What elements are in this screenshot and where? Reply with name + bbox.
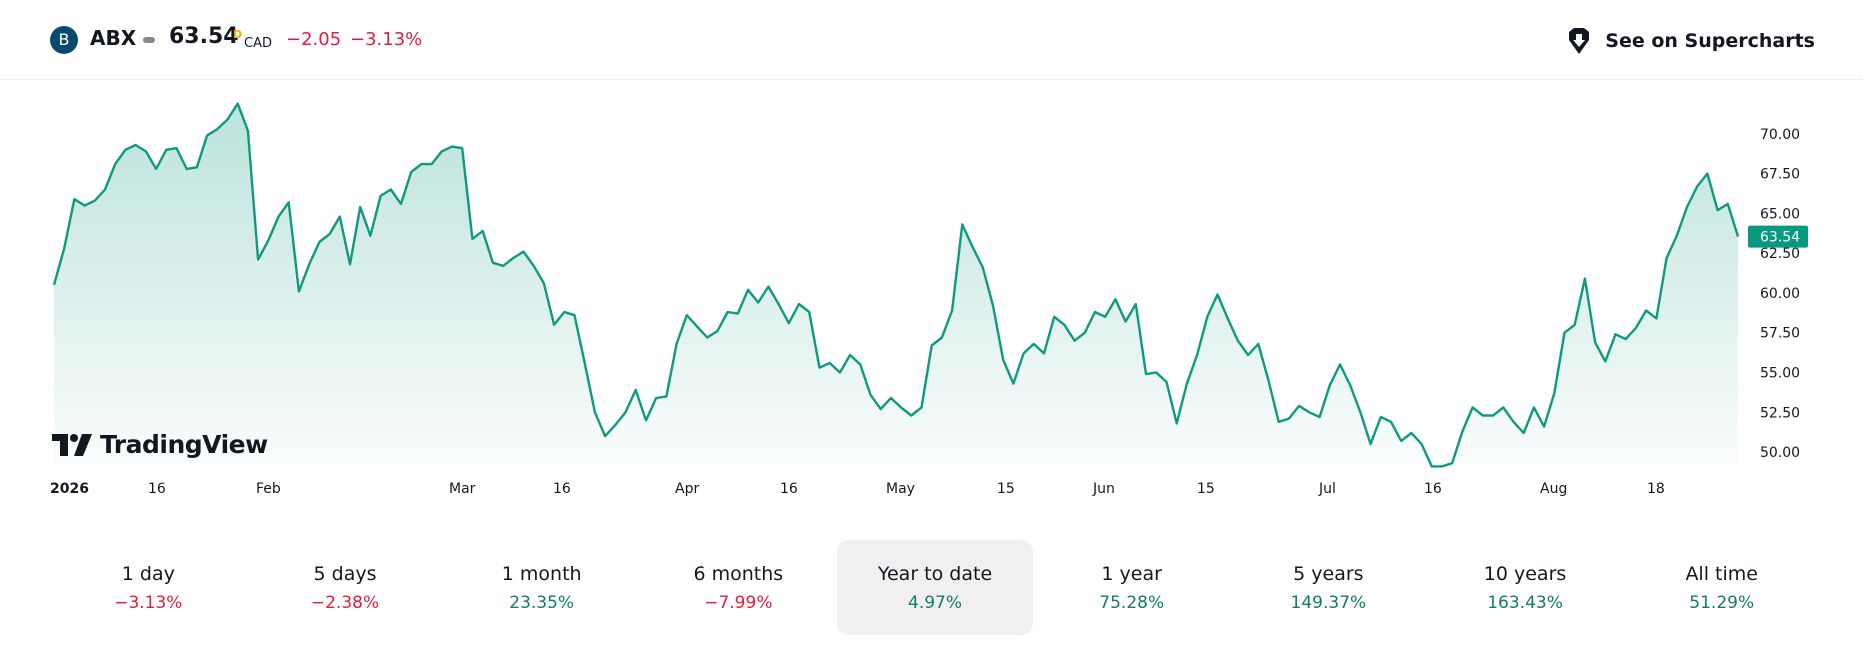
- period-label: 10 years: [1483, 562, 1567, 585]
- period-button-year-to-date[interactable]: Year to date 4.97%: [836, 540, 1034, 635]
- period-change-value: −2.38%: [310, 592, 380, 613]
- x-axis-tick-label: 2026: [50, 481, 89, 497]
- last-price-badge: [1748, 225, 1808, 248]
- y-axis-tick-label: 67.50: [1760, 167, 1800, 183]
- y-axis-tick-label: 57.50: [1760, 326, 1800, 342]
- period-change-value: 4.97%: [908, 592, 963, 613]
- period-change-value: −3.13%: [114, 592, 183, 613]
- delayed-data-marker[interactable]: D: [233, 28, 243, 41]
- x-axis-tick-label: Aug: [1540, 481, 1567, 497]
- period-change-value: −7.99%: [704, 592, 773, 613]
- y-axis-tick-label: 60.00: [1760, 286, 1800, 302]
- y-axis-tick-label: 55.00: [1760, 366, 1800, 382]
- price-chart[interactable]: 70.00 67.50 65.00 62.50 60.00 57.50 55.00 52.50…: [0, 80, 1863, 500]
- performance-periods: 1 day −3.13% 5 days −2.38% 1 month 23.35% 6 mo…: [50, 540, 1820, 635]
- period-button-5-days[interactable]: 5 days −2.38%: [247, 540, 444, 635]
- x-axis-tick-label: 16: [148, 481, 166, 497]
- supercharts-icon: [1569, 28, 1590, 54]
- last-price: 63.54: [169, 24, 239, 49]
- x-axis-tick-label: 16: [1424, 481, 1442, 497]
- period-change-value: 23.35%: [509, 592, 575, 613]
- symbol-ticker[interactable]: ABX: [90, 26, 137, 50]
- y-axis-tick-label: 52.50: [1760, 405, 1800, 421]
- period-change-value: 51.29%: [1689, 592, 1755, 613]
- price-change: −2.05: [286, 29, 342, 50]
- period-label: 1 month: [501, 562, 582, 585]
- period-button-1-year[interactable]: 1 year 75.28%: [1033, 540, 1230, 635]
- y-axis-tick-label: 50.00: [1760, 445, 1800, 461]
- last-price-badge-label: 63.54: [1760, 230, 1800, 246]
- tradingview-logo-icon: [52, 433, 92, 456]
- x-axis-tick-label: 18: [1647, 481, 1665, 497]
- supercharts-label: See on Supercharts: [1605, 30, 1815, 52]
- period-label: 1 year: [1101, 562, 1162, 585]
- see-on-supercharts-button[interactable]: See on Supercharts: [1565, 26, 1815, 56]
- period-label: Year to date: [877, 562, 993, 585]
- period-label: 6 months: [693, 562, 784, 585]
- period-label: 5 years: [1293, 562, 1364, 585]
- period-button-1-month[interactable]: 1 month 23.35%: [443, 540, 640, 635]
- x-axis-tick-label: May: [886, 481, 915, 497]
- y-axis-tick-label: 62.50: [1760, 246, 1800, 262]
- x-axis-tick-label: Feb: [256, 481, 281, 497]
- price-area-fill: [54, 103, 1738, 467]
- x-axis-tick-label: 16: [780, 481, 798, 497]
- x-axis-tick-label: 16: [553, 481, 571, 497]
- tradingview-logo[interactable]: TradingView: [52, 430, 268, 459]
- price-currency: CAD: [244, 36, 272, 51]
- y-axis-tick-label: 65.00: [1760, 206, 1800, 222]
- x-axis-tick-label: 15: [997, 481, 1015, 497]
- period-label: 5 days: [313, 562, 377, 585]
- price-change-percent: −3.13%: [350, 29, 423, 50]
- x-axis-tick-label: Jul: [1318, 481, 1336, 497]
- period-change-value: 75.28%: [1099, 592, 1165, 613]
- x-axis-tick-label: Mar: [449, 481, 476, 497]
- period-button-10-years[interactable]: 10 years 163.43%: [1427, 540, 1624, 635]
- period-button-5-years[interactable]: 5 years 149.37%: [1230, 540, 1427, 635]
- market-status-icon: [143, 37, 155, 43]
- tradingview-logo-text: TradingView: [100, 430, 268, 459]
- y-axis-tick-label: 70.00: [1760, 127, 1800, 143]
- x-axis-tick-label: Apr: [675, 481, 699, 497]
- period-button-all-time[interactable]: All time 51.29%: [1623, 540, 1820, 635]
- symbol-header: B ABX 63.54 D CAD −2.05 −3.13% See on Su…: [0, 0, 1863, 80]
- period-change-value: 163.43%: [1487, 592, 1563, 613]
- period-label: All time: [1685, 562, 1758, 585]
- period-button-1-day[interactable]: 1 day −3.13%: [50, 540, 247, 635]
- x-axis-tick-label: Jun: [1092, 481, 1115, 497]
- x-axis-tick-label: 15: [1197, 481, 1215, 497]
- period-label: 1 day: [121, 562, 175, 585]
- price-series-line: [52, 102, 1740, 468]
- period-button-6-months[interactable]: 6 months −7.99%: [640, 540, 837, 635]
- period-change-value: 149.37%: [1290, 592, 1367, 613]
- company-logo[interactable]: B: [50, 26, 78, 54]
